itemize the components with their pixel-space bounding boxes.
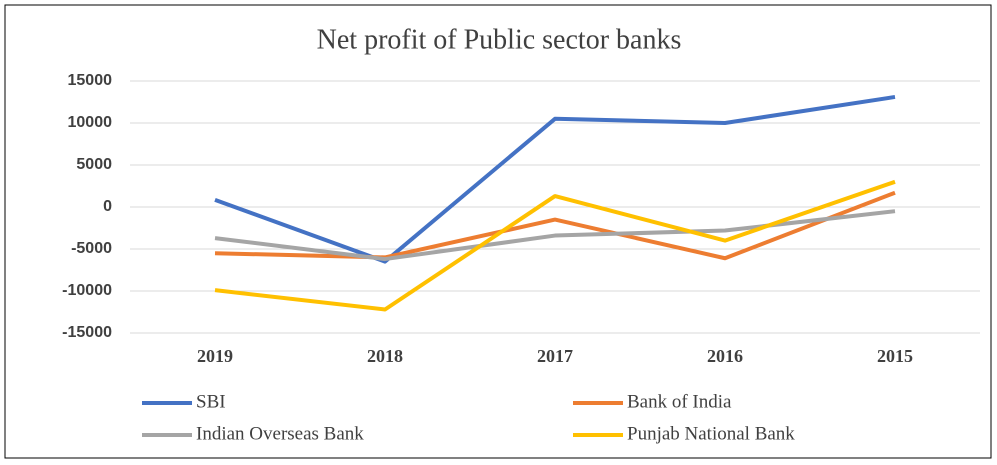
- x-tick-label: 2019: [197, 346, 233, 366]
- x-tick-label: 2018: [367, 346, 403, 366]
- series-line: [214, 179, 896, 312]
- series-line: [214, 94, 896, 264]
- y-tick-label: 0: [103, 198, 112, 215]
- y-tick-label: 10000: [68, 114, 113, 131]
- y-tick-label: -5000: [71, 240, 112, 257]
- x-tick-label: 2017: [537, 346, 573, 366]
- y-tick-label: 5000: [76, 156, 112, 173]
- legend-label: Punjab National Bank: [627, 423, 795, 444]
- y-tick-label: -10000: [62, 282, 112, 299]
- x-tick-label: 2016: [707, 346, 743, 366]
- x-tick-label: 2015: [877, 346, 913, 366]
- chart-title: Net profit of Public sector banks: [317, 24, 682, 55]
- series-line: [214, 190, 896, 261]
- y-tick-label: 15000: [68, 72, 113, 89]
- y-tick-label: -15000: [62, 324, 112, 341]
- legend-label: Indian Overseas Bank: [196, 423, 364, 444]
- legend-label: Bank of India: [627, 391, 732, 412]
- series-line: [214, 209, 896, 262]
- legend-label: SBI: [196, 391, 226, 412]
